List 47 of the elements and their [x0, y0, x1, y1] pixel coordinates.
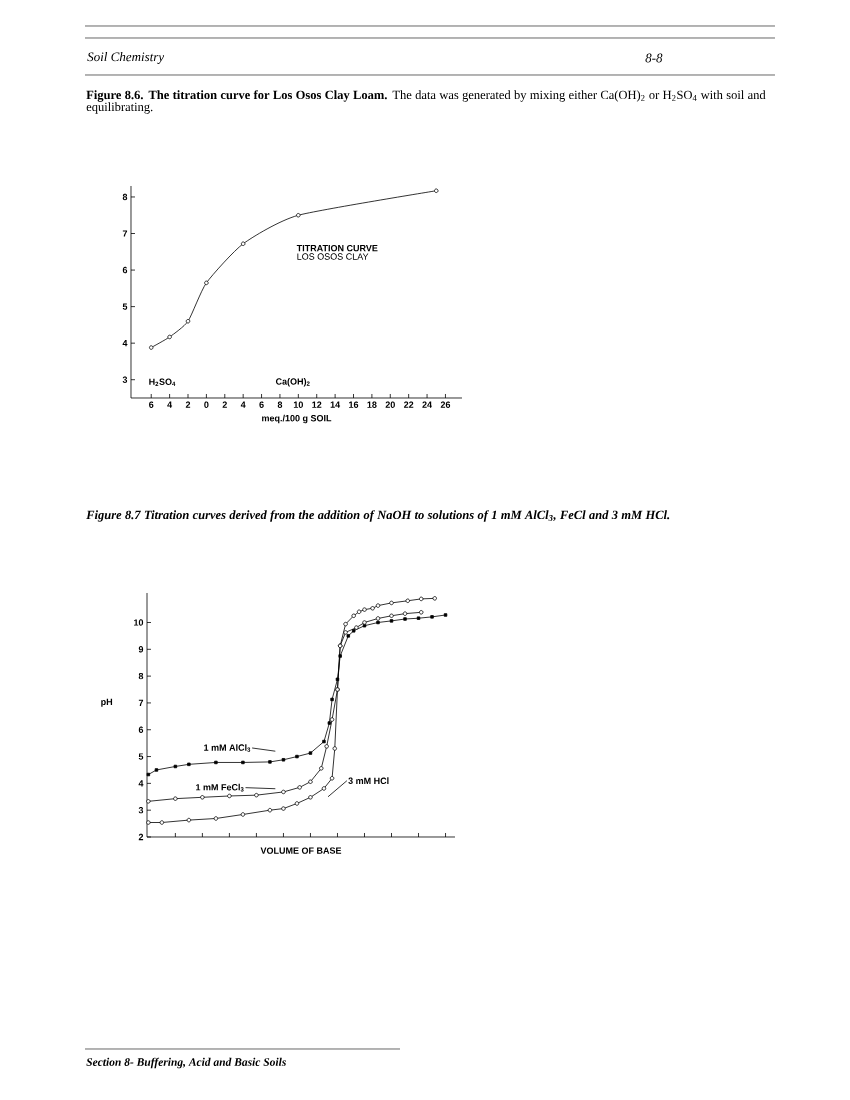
y-tick-label: 9: [138, 646, 144, 653]
x-tick-label: 6: [149, 401, 154, 408]
y-tick-label: 6: [122, 266, 128, 274]
chart-title: Figure 8.7 Titration curves derived from the addition of NaOH to solutions of 1 mM AlCl$_{3}$, FeCl and 3 mM HCl.: [86, 510, 670, 522]
y-axis-title: pH: [101, 698, 113, 707]
annotation: Ca(OH)$_{2}$: [275, 378, 310, 387]
text: Soil Chemistry: [87, 52, 165, 64]
chart-title: Figure 8.6. The titration curve for Los Osos Clay Loam. The data was generated by mixing either Ca(OH)$_{2}$ or H$_{2}$SO$_{4}$ with soil and equilibrating.: [86, 90, 766, 114]
annotation: H$_{2}$SO$_{4}$: [149, 378, 176, 386]
x-tick-label: 14: [330, 401, 341, 408]
y-tick-label: 5: [122, 303, 128, 310]
y-tick-label: 5: [138, 753, 144, 760]
text: 8-8: [645, 53, 663, 63]
x-tick-label: 0: [204, 401, 209, 408]
x-axis-title: VOLUME OF BASE: [260, 847, 342, 854]
annotation: LOS OSOS CLAY: [297, 253, 369, 260]
y-tick-label: 7: [122, 230, 128, 237]
x-tick-label: 26: [440, 401, 451, 408]
x-tick-label: 20: [385, 401, 395, 408]
y-tick-label: 4: [138, 780, 144, 787]
y-tick-label: 3: [122, 376, 128, 383]
y-tick-label: 3: [138, 806, 144, 814]
legend-label: 1 mM FeCl$_{3}$: [196, 783, 244, 792]
x-tick-label: 4: [167, 401, 173, 408]
y-tick-label: 10: [134, 619, 144, 626]
x-axis-title: meq./100 g SOIL: [262, 414, 332, 424]
y-tick-label: 4: [122, 340, 128, 347]
y-tick-label: 2: [138, 833, 144, 841]
x-tick-label: 12: [312, 401, 322, 408]
x-tick-label: 16: [349, 401, 359, 408]
x-tick-label: 8: [277, 401, 283, 408]
x-tick-label: 6: [259, 401, 264, 408]
x-tick-label: 4: [240, 401, 246, 408]
legend-label: 1 mM AlCl$_{3}$: [204, 744, 251, 752]
x-tick-label: 18: [367, 401, 377, 408]
y-tick-label: 8: [122, 193, 128, 201]
x-tick-label: 10: [293, 401, 303, 408]
x-tick-label: 2: [222, 401, 227, 408]
x-tick-label: 24: [422, 401, 433, 408]
text: Section 8- Buffering, Acid and Basic Soils: [86, 1057, 286, 1069]
annotation: TITRATION CURVE: [296, 244, 378, 252]
x-tick-label: 2: [185, 401, 191, 408]
y-tick-label: 8: [138, 672, 144, 680]
y-tick-label: 6: [138, 726, 144, 733]
y-tick-label: 7: [138, 699, 144, 707]
x-tick-label: 22: [403, 401, 414, 408]
series-label: 3 mM HCl: [348, 777, 389, 784]
